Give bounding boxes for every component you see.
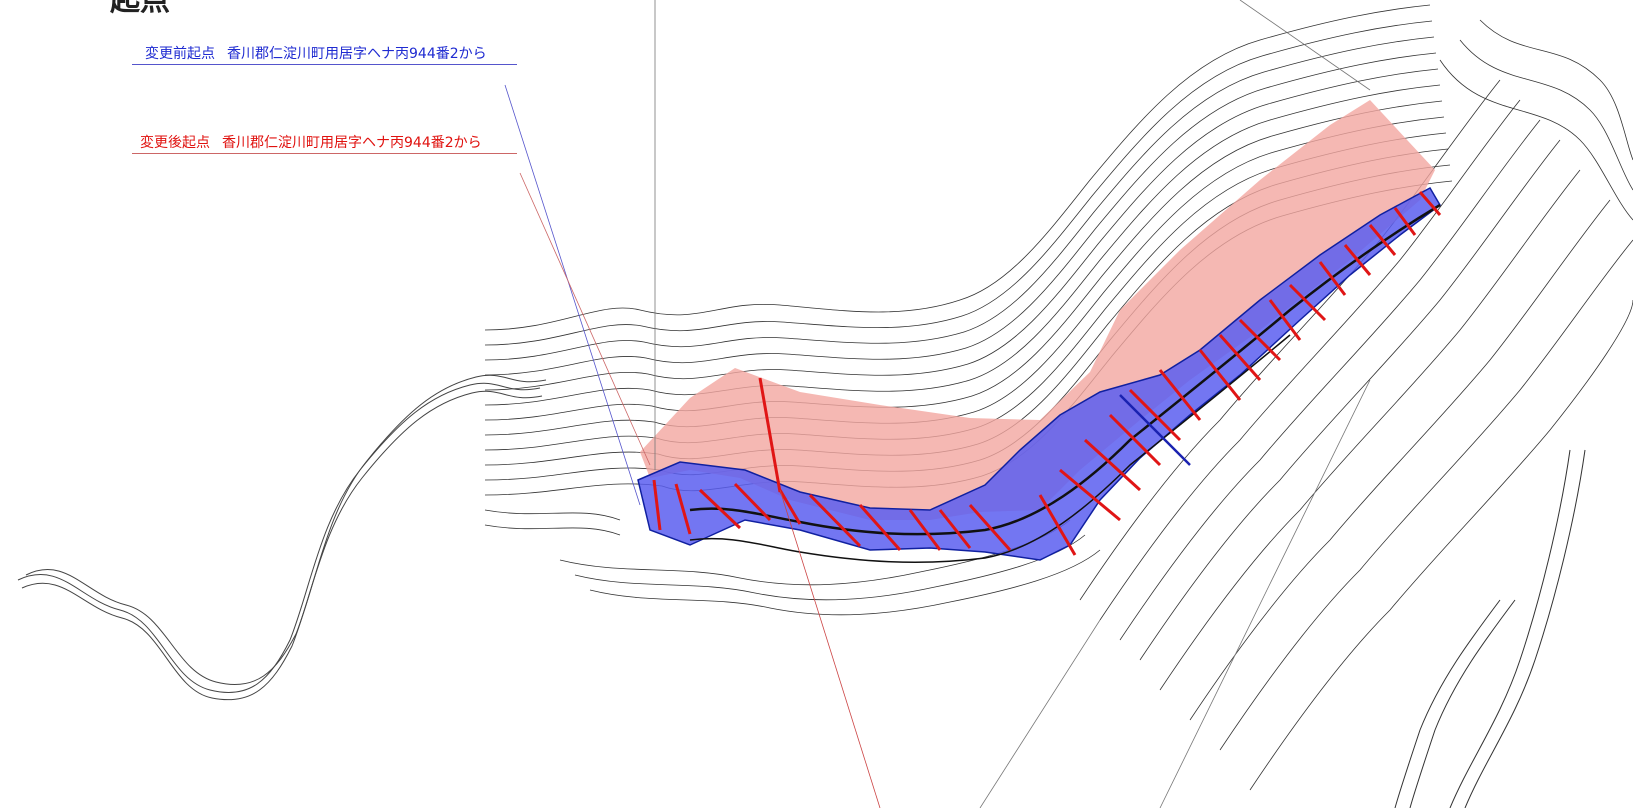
before-start-key: 変更前起点 — [145, 46, 215, 62]
after-start-callout: 変更後起点 香川郡仁淀川町用居字ヘナ丙944番2から — [140, 134, 482, 152]
river-channel — [17, 374, 547, 701]
before-callout-underline — [132, 64, 517, 65]
before-start-callout: 変更前起点 香川郡仁淀川町用居字ヘナ丙944番2から — [145, 45, 487, 63]
blue-section-line — [1119, 394, 1191, 466]
side-road — [1394, 449, 1586, 808]
after-start-key: 変更後起点 — [140, 135, 210, 151]
contour-lines — [484, 4, 1633, 791]
after-change-area — [640, 100, 1435, 520]
road-edge — [689, 334, 1291, 564]
after-start-text: 香川郡仁淀川町用居字ヘナ丙944番2から — [222, 135, 482, 151]
leader-lines — [504, 0, 1371, 808]
section-lines — [652, 191, 1442, 556]
before-start-text: 香川郡仁淀川町用居字ヘナ丙944番2から — [227, 46, 487, 62]
after-callout-underline — [132, 153, 517, 154]
page-title: 起点 — [110, 0, 170, 18]
